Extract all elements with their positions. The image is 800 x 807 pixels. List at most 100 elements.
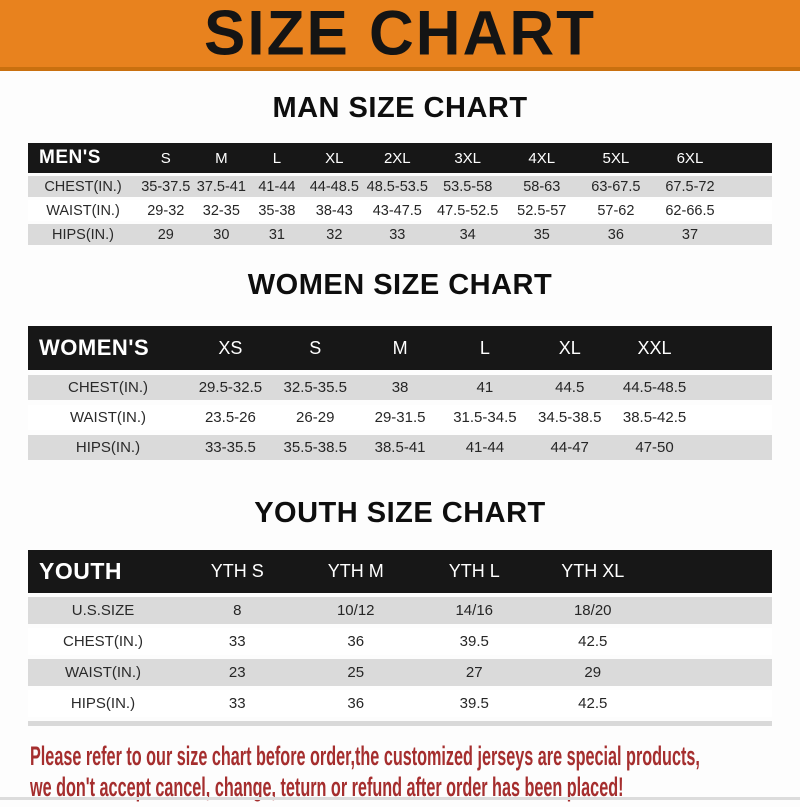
size-cell: 35 xyxy=(533,226,550,243)
table-row: HIPS(IN.) 29 30 31 32 33 34 35 36 37 xyxy=(28,224,772,245)
size-cell: 38.5-42.5 xyxy=(622,409,687,426)
size-cell: 48.5-53.5 xyxy=(366,178,428,195)
size-cell: 38-43 xyxy=(315,202,353,219)
size-cell: 53.5-58 xyxy=(443,178,493,195)
size-column-header: 5XL xyxy=(602,149,630,167)
table-row: CHEST(IN.) 29.5-32.5 32.5-35.5 38 41 44.5 44.5… xyxy=(28,375,772,400)
size-cell: 35.5-38.5 xyxy=(283,439,347,456)
size-column-header: S xyxy=(160,149,171,167)
table-row: WAIST(IN.) 23 25 27 29 xyxy=(28,659,772,686)
table-row: CHEST(IN.) 33 36 39.5 42.5 xyxy=(28,628,772,655)
row-label: CHEST(IN.) xyxy=(44,178,122,195)
size-column-header: XL xyxy=(558,337,581,358)
table-row: HIPS(IN.) 33 36 39.5 42.5 xyxy=(28,690,772,717)
size-column-header: M xyxy=(215,149,228,167)
size-cell: 37.5-41 xyxy=(196,178,246,195)
size-cell: 31 xyxy=(268,226,285,243)
man-chart-heading: MAN SIZE CHART xyxy=(272,92,528,124)
size-cell: 58-63 xyxy=(523,178,561,195)
size-column-header: M xyxy=(392,337,408,358)
size-cell: 23.5-26 xyxy=(204,409,256,426)
women-chart-heading: WOMEN SIZE CHART xyxy=(247,269,553,301)
size-cell: 44.5 xyxy=(555,379,585,396)
row-label: CHEST(IN.) xyxy=(63,633,143,650)
size-cell: 42.5 xyxy=(578,633,608,650)
size-cell: 67.5-72 xyxy=(665,178,715,195)
table-title-youth: YOUTH xyxy=(39,558,122,584)
size-cell: 44-48.5 xyxy=(309,178,359,195)
size-column-header: 4XL xyxy=(528,149,556,167)
row-label: HIPS(IN.) xyxy=(75,439,141,456)
size-cell: 34 xyxy=(459,226,476,243)
size-cell: 44-47 xyxy=(550,439,589,456)
size-cell: 18/20 xyxy=(573,602,612,619)
man-size-chart-section: MAN SIZE CHART MEN'S S M L XL 2XL 3XL 4XL 5XL 6XL… xyxy=(0,94,800,245)
size-cell: 32 xyxy=(326,226,343,243)
size-cell: 47-50 xyxy=(635,439,674,456)
size-cell: 43-47.5 xyxy=(372,202,422,219)
size-cell: 47.5-52.5 xyxy=(437,202,499,219)
table-row: WAIST(IN.) 29-32 32-35 35-38 38-43 43-47.5 47.… xyxy=(28,200,772,221)
size-cell: 29-32 xyxy=(147,202,185,219)
banner-title: SIZE CHART xyxy=(204,0,596,69)
size-cell: 39.5 xyxy=(459,633,489,650)
size-cell: 36 xyxy=(607,226,624,243)
size-cell: 36 xyxy=(347,695,365,712)
man-size-table: MEN'S S M L XL 2XL 3XL 4XL 5XL 6XL CHEST(IN.) 35-37… xyxy=(28,143,772,245)
size-column-header: YTH S xyxy=(210,561,264,581)
size-column-header: L xyxy=(479,337,490,358)
size-cell: 37 xyxy=(681,226,699,243)
size-cell: 29-31.5 xyxy=(374,409,426,426)
table-row: WAIST(IN.) 23.5-26 26-29 29-31.5 31.5-34.5 34… xyxy=(28,405,772,430)
size-cell: 62-66.5 xyxy=(665,202,715,219)
row-label: HIPS(IN.) xyxy=(70,695,136,712)
size-column-header: XS xyxy=(218,337,243,358)
size-cell: 33 xyxy=(389,226,406,243)
women-size-chart-section: WOMEN SIZE CHART WOMEN'S XS S M L XL XXL CHEST(… xyxy=(0,271,800,460)
size-column-header: 2XL xyxy=(383,149,411,167)
size-cell: 33 xyxy=(228,695,246,712)
size-cell: 34.5-38.5 xyxy=(538,409,602,426)
size-cell: 14/16 xyxy=(455,602,494,619)
table-header-row: MEN'S S M L XL 2XL 3XL 4XL 5XL 6XL xyxy=(28,143,772,173)
size-cell: 29 xyxy=(584,664,602,681)
size-cell: 8 xyxy=(233,602,242,619)
footer-note: Please refer to our size chart before or… xyxy=(0,741,800,803)
size-cell: 57-62 xyxy=(597,202,635,219)
size-cell: 35-37.5 xyxy=(141,178,191,195)
size-column-header: L xyxy=(272,149,282,167)
size-column-header: XL xyxy=(325,149,344,167)
size-cell: 27 xyxy=(465,664,483,681)
size-cell: 29 xyxy=(157,226,174,243)
size-chart-banner: SIZE CHART xyxy=(0,0,800,71)
size-cell: 35-38 xyxy=(258,202,296,219)
size-column-header: YTH M xyxy=(327,561,384,581)
size-cell: 25 xyxy=(347,664,365,681)
table-row: CHEST(IN.) 35-37.5 37.5-41 41-44 44-48.5 48.5… xyxy=(28,176,772,197)
size-cell: 36 xyxy=(347,633,365,650)
table-header-row: YOUTH YTH S YTH M YTH L YTH XL xyxy=(28,550,772,593)
table-header-row: WOMEN'S XS S M L XL XXL xyxy=(28,326,772,370)
size-cell: 31.5-34.5 xyxy=(453,409,517,426)
row-label: CHEST(IN.) xyxy=(68,379,148,396)
size-cell: 41-44 xyxy=(465,439,505,456)
row-label: U.S.SIZE xyxy=(71,602,135,619)
size-column-header: YTH L xyxy=(448,561,500,581)
women-size-table: WOMEN'S XS S M L XL XXL CHEST(IN.) 29.5-32.5 32.5… xyxy=(28,326,772,460)
size-cell: 38.5-41 xyxy=(374,439,426,456)
size-column-header: XXL xyxy=(637,337,672,358)
size-cell: 32-35 xyxy=(202,202,240,219)
table-bottom-strip xyxy=(28,721,772,726)
footer-note-line-1: Please refer to our size chart before or… xyxy=(30,741,800,772)
size-column-header: S xyxy=(309,337,322,358)
size-cell: 52.5-57 xyxy=(517,202,567,219)
size-cell: 33-35.5 xyxy=(204,439,256,456)
row-label: WAIST(IN.) xyxy=(69,409,147,426)
size-column-header: YTH XL xyxy=(561,561,625,581)
size-cell: 26-29 xyxy=(296,409,335,426)
size-cell: 38 xyxy=(391,379,409,396)
size-cell: 33 xyxy=(228,633,246,650)
table-title-women: WOMEN'S xyxy=(39,335,150,360)
table-row: HIPS(IN.) 33-35.5 35.5-38.5 38.5-41 41-44 44-… xyxy=(28,435,772,460)
size-cell: 32.5-35.5 xyxy=(283,379,347,396)
